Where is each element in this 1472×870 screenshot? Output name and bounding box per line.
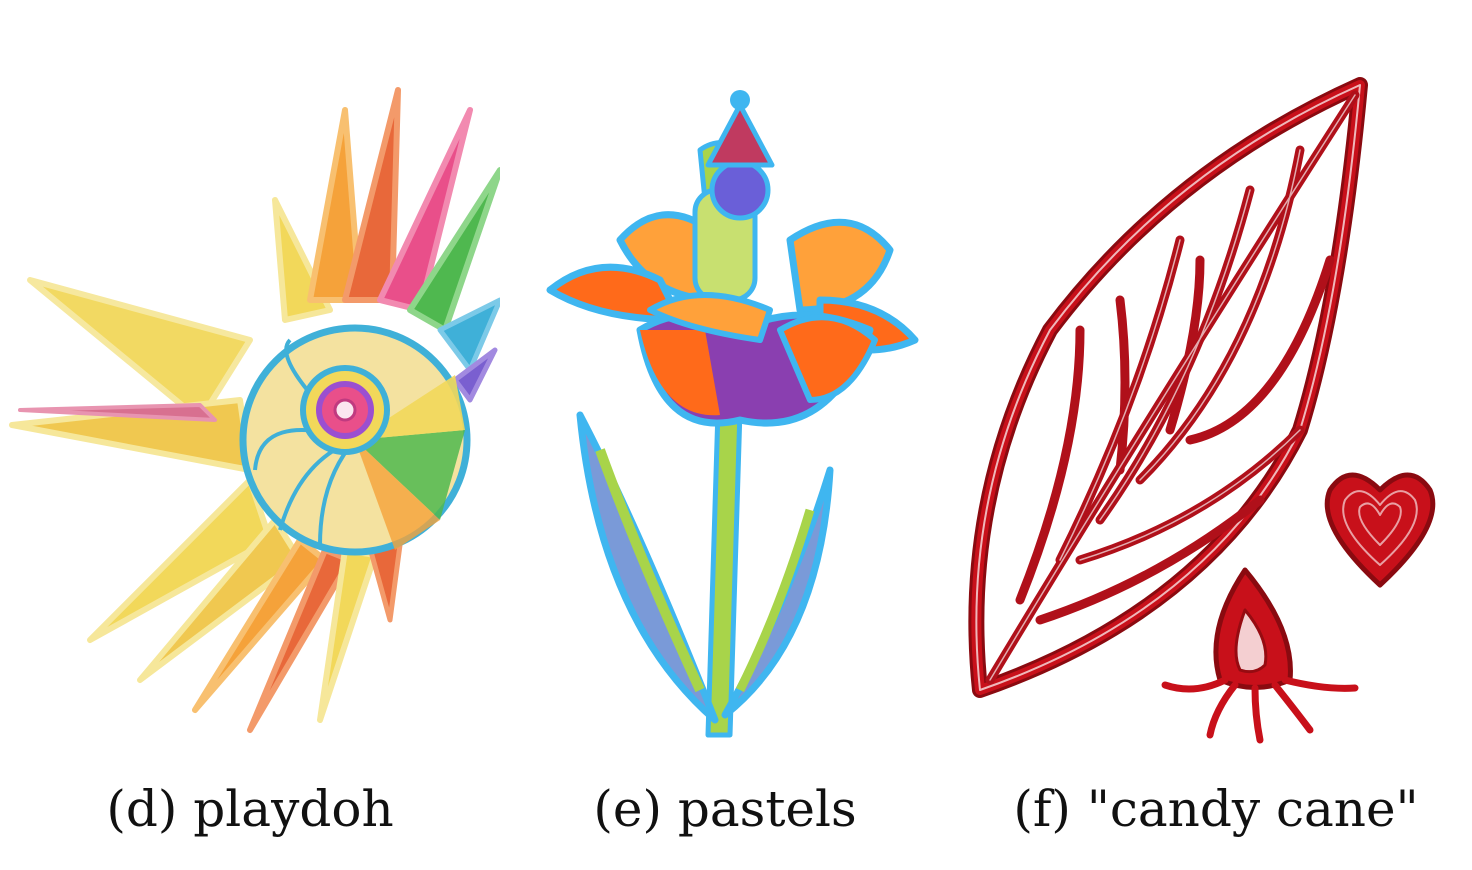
- sun-illustration: [9, 87, 500, 733]
- caption-pastels: (e) pastels: [593, 780, 857, 838]
- flower-illustration: [546, 90, 919, 738]
- caption-candy-cane: (f) "candy cane": [1013, 780, 1419, 838]
- leaf-heart-illustration: [968, 77, 1436, 744]
- caption-playdoh: (d) playdoh: [106, 780, 394, 838]
- panel-candy-cane: (f) "candy cane": [960, 0, 1472, 870]
- panel-playdoh: (d) playdoh: [0, 0, 500, 870]
- panel-pastels: (e) pastels: [490, 0, 980, 870]
